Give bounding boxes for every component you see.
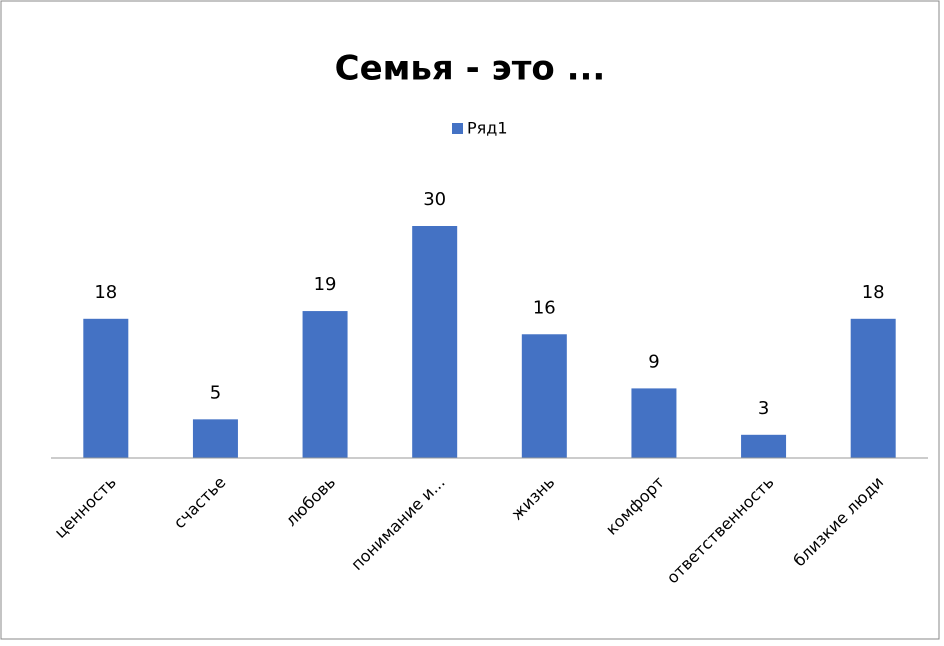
legend-swatch (452, 123, 463, 134)
bar (631, 388, 677, 458)
data-label: 30 (423, 189, 446, 210)
bar (412, 226, 458, 458)
legend-label: Ряд1 (467, 119, 508, 138)
data-label: 5 (210, 382, 221, 403)
chart-title: Семья - это ... (335, 49, 606, 89)
data-label: 3 (758, 398, 769, 419)
bar (83, 318, 129, 458)
bar (850, 318, 896, 458)
bar (741, 434, 787, 458)
data-label: 16 (533, 297, 556, 318)
bar (192, 419, 238, 458)
bar (521, 334, 567, 458)
data-label: 18 (94, 282, 117, 303)
data-label: 18 (862, 282, 885, 303)
bar (302, 311, 348, 458)
data-label: 19 (314, 274, 337, 295)
data-label: 9 (648, 351, 659, 372)
